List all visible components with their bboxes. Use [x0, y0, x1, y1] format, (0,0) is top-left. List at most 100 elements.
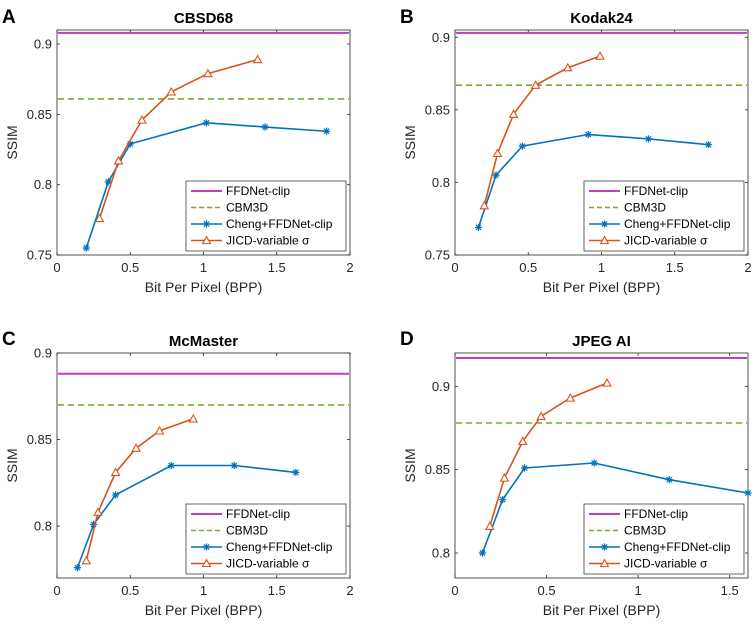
data-point-star — [492, 171, 500, 179]
panel-label: C — [2, 329, 16, 350]
x-tick-label: 0.5 — [519, 260, 537, 275]
x-tick-label: 1.5 — [268, 260, 286, 275]
data-point-star — [584, 130, 592, 139]
x-tick-label: 0 — [451, 260, 458, 275]
series-jicd-variable — [484, 377, 612, 531]
legend: FFDNet-clip CBM3D Cheng+FFDNet-clip JICD-va… — [583, 180, 745, 252]
data-point-triangle — [188, 413, 199, 423]
data-point-star — [704, 141, 713, 149]
data-point-star — [292, 468, 300, 477]
data-point-star — [322, 127, 331, 135]
x-tick-label: 1 — [598, 260, 605, 275]
chart-title: CBSD68 — [174, 10, 233, 27]
panel-label: B — [400, 7, 414, 28]
legend-box — [185, 503, 347, 575]
x-tick-label: 1 — [200, 260, 207, 275]
panel-label: A — [2, 7, 16, 28]
data-point-star — [104, 178, 112, 186]
y-tick-label: 0.9 — [432, 30, 450, 45]
x-tick-label: 1.5 — [268, 583, 286, 598]
series-line — [481, 462, 749, 554]
data-point-star — [520, 464, 529, 472]
data-point-triangle — [499, 472, 510, 482]
x-axis-label: Bit Per Pixel (BPP) — [543, 602, 660, 618]
data-point-star — [590, 459, 598, 467]
series-line — [477, 133, 709, 228]
data-point-triangle — [479, 200, 490, 210]
data-point-triangle — [530, 80, 541, 89]
chart-panel-d: D JPEG AI 0 0.5 1 1.5 0.8 0.85 0.9 Bit Per Pixel … — [400, 329, 752, 618]
axes-box — [454, 352, 749, 579]
y-tick-label: 0.9 — [34, 37, 52, 52]
legend-marker-star — [600, 543, 609, 551]
y-tick-label: 0.9 — [34, 346, 52, 361]
legend-entry: Cheng+FFDNet-clip — [624, 217, 731, 231]
series-line — [85, 122, 327, 249]
legend-entry: JICD-variable σ — [624, 234, 708, 248]
legend-box — [185, 180, 347, 252]
data-point-star — [665, 476, 673, 484]
x-tick-label: 1.5 — [721, 583, 739, 598]
y-tick-label: 0.85 — [425, 462, 450, 477]
data-point-triangle — [595, 51, 605, 60]
x-axis-label: Bit Per Pixel (BPP) — [145, 279, 262, 295]
data-point-triangle — [93, 507, 103, 516]
data-point-star — [474, 223, 483, 232]
chart-title: McMaster — [169, 333, 238, 350]
legend: FFDNet-clip CBM3D Cheng+FFDNet-clip JICD-va… — [185, 503, 347, 575]
data-point-triangle — [166, 86, 177, 96]
series-cheng-ffdnet-clip — [474, 130, 713, 232]
x-tick-label: 0 — [53, 583, 60, 598]
data-point-triangle — [113, 155, 124, 165]
y-tick-label: 0.8 — [34, 519, 52, 534]
legend-marker-triangle — [599, 235, 610, 245]
legend-box — [583, 503, 745, 575]
data-point-triangle — [137, 114, 147, 124]
chart-panel-b: B Kodak24 0 0.5 1 1.5 2 0.75 0.8 0.85 0.9 Bit Per P… — [400, 7, 752, 295]
y-tick-label: 0.85 — [27, 107, 52, 122]
data-point-triangle — [131, 443, 141, 452]
x-tick-label: 0 — [451, 583, 458, 598]
data-point-star — [230, 461, 238, 470]
series-cheng-ffdnet-clip — [82, 119, 331, 252]
x-axis-label: Bit Per Pixel (BPP) — [543, 279, 660, 295]
legend-entry: Cheng+FFDNet-clip — [624, 540, 731, 554]
legend: FFDNet-clip CBM3D Cheng+FFDNet-clip JICD-va… — [583, 503, 745, 575]
data-point-star — [478, 549, 487, 557]
legend-entry: CBM3D — [226, 524, 268, 538]
x-tick-label: 0.5 — [538, 583, 556, 598]
series-line — [76, 464, 296, 568]
series-cheng-ffdnet-clip — [478, 459, 752, 557]
data-point-triangle — [203, 68, 213, 78]
y-tick-label: 0.8 — [432, 175, 450, 190]
y-tick-label: 0.85 — [27, 432, 52, 447]
data-point-star — [518, 142, 526, 150]
legend-entry: CBM3D — [226, 201, 268, 215]
data-point-triangle — [110, 467, 121, 477]
y-tick-label: 0.8 — [432, 546, 450, 561]
series-jicd-variable — [81, 413, 199, 565]
legend-entry: JICD-variable σ — [226, 234, 310, 248]
series-line — [483, 55, 601, 206]
legend-marker-triangle — [201, 558, 212, 568]
series-line — [85, 418, 194, 561]
x-axis-label: Bit Per Pixel (BPP) — [145, 602, 262, 618]
series-line — [98, 58, 258, 219]
x-tick-label: 2 — [346, 260, 353, 275]
data-point-triangle — [602, 377, 612, 387]
data-point-star — [112, 491, 120, 499]
y-axis-label: SSIM — [402, 448, 418, 482]
data-point-triangle — [94, 213, 105, 223]
data-point-star — [202, 119, 211, 127]
series-jicd-variable — [94, 54, 263, 223]
data-point-triangle — [492, 148, 503, 158]
legend-marker-triangle — [599, 558, 610, 568]
y-axis-label: SSIM — [4, 448, 20, 482]
y-tick-label: 0.75 — [27, 248, 52, 263]
chart-title: JPEG AI — [572, 333, 631, 350]
x-tick-label: 0 — [53, 260, 60, 275]
panel-label: D — [400, 329, 414, 350]
legend-entry: FFDNet-clip — [226, 507, 290, 521]
series-cheng-ffdnet-clip — [73, 461, 300, 572]
